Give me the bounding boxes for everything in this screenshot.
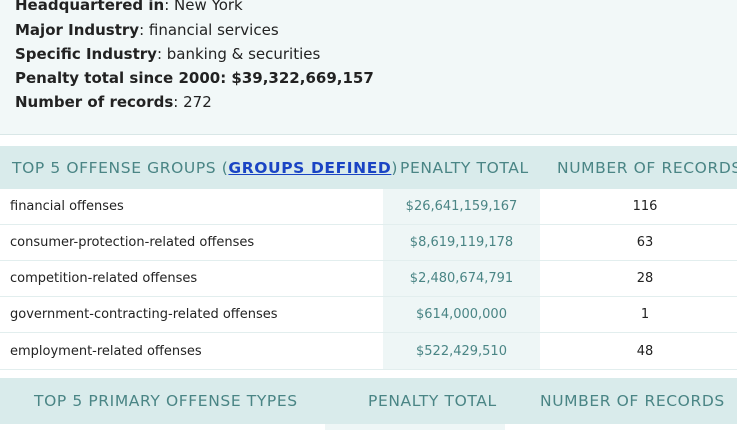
table-row: competition-related offenses $2,480,674,…: [0, 261, 737, 297]
major-industry-label: Major Industry: [15, 21, 140, 39]
offense-groups-records-column-header[interactable]: NUMBER OF RECORDS: [557, 158, 737, 177]
primary-types-records-column-header[interactable]: NUMBER OF RECORDS: [540, 392, 725, 410]
offense-groups-table-body: financial offenses $26,641,159,167 116 c…: [0, 189, 737, 370]
offense-group-records: 1: [640, 307, 650, 322]
offense-groups-heading: TOP 5 OFFENSE GROUPS (GROUPS DEFINED): [12, 146, 398, 189]
offense-group-penalty: $8,619,119,178: [383, 225, 540, 260]
major-industry-value: : financial services: [139, 21, 279, 39]
records-count-line: Number of records: 272: [15, 93, 212, 111]
records-count-value: : 272: [173, 93, 212, 111]
primary-offense-types-heading: TOP 5 PRIMARY OFFENSE TYPES: [34, 392, 298, 410]
groups-defined-link[interactable]: GROUPS DEFINED: [228, 158, 392, 177]
offense-group-name: employment-related offenses: [10, 343, 202, 359]
primary-offense-types-header: TOP 5 PRIMARY OFFENSE TYPES PENALTY TOTA…: [0, 378, 737, 424]
offense-group-records: 28: [636, 271, 654, 286]
penalty-total-line: Penalty total since 2000: $39,322,669,15…: [15, 69, 374, 87]
table-row: consumer-protection-related offenses $8,…: [0, 225, 737, 261]
penalty-total-value: : $39,322,669,157: [220, 69, 374, 87]
offense-group-penalty: $2,480,674,791: [383, 261, 540, 296]
specific-industry-line: Specific Industry: banking & securities: [15, 45, 320, 63]
offense-groups-penalty-column-header[interactable]: PENALTY TOTAL: [400, 158, 529, 177]
headquarters-label: Headquartered in: [15, 0, 165, 14]
table-row: government-contracting-related offenses …: [0, 297, 737, 333]
offense-group-name: competition-related offenses: [10, 271, 198, 286]
offense-group-records: 48: [636, 343, 654, 359]
primary-types-penalty-column-stub: [325, 424, 505, 430]
offense-group-records: 116: [632, 199, 658, 214]
primary-types-penalty-column-header[interactable]: PENALTY TOTAL: [368, 392, 497, 410]
offense-group-name: financial offenses: [10, 199, 124, 214]
offense-groups-heading-prefix: TOP 5 OFFENSE GROUPS (: [12, 158, 229, 177]
offense-group-penalty: $522,429,510: [383, 333, 540, 369]
penalty-total-label: Penalty total since 2000: [15, 69, 221, 87]
offense-groups-header: TOP 5 OFFENSE GROUPS (GROUPS DEFINED) PE…: [0, 146, 737, 189]
records-count-label: Number of records: [15, 93, 174, 111]
company-summary: Headquartered in: New York Major Industr…: [0, 0, 737, 135]
major-industry-line: Major Industry: financial services: [15, 21, 279, 39]
headquarters-value: : New York: [164, 0, 243, 14]
table-row: employment-related offenses $522,429,510…: [0, 333, 737, 370]
offense-group-penalty: $26,641,159,167: [383, 189, 540, 224]
offense-group-penalty: $614,000,000: [383, 297, 540, 332]
specific-industry-label: Specific Industry: [15, 45, 157, 63]
offense-group-records: 63: [636, 235, 654, 250]
offense-group-name: government-contracting-related offenses: [10, 307, 278, 322]
specific-industry-value: : banking & securities: [156, 45, 321, 63]
headquarters-line: Headquartered in: New York: [15, 0, 243, 14]
offense-group-name: consumer-protection-related offenses: [10, 235, 255, 250]
table-row: financial offenses $26,641,159,167 116: [0, 189, 737, 225]
offense-groups-heading-suffix: ): [391, 158, 399, 177]
